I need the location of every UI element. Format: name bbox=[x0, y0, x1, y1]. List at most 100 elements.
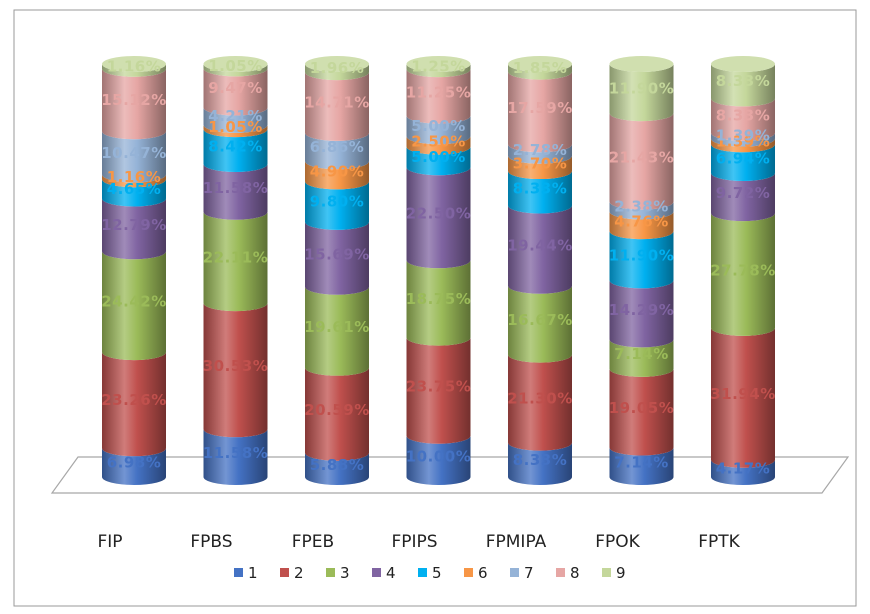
bar-segment-FPOK-2 bbox=[609, 368, 674, 456]
bar-top-FPTK bbox=[711, 56, 775, 72]
legend-swatch-4 bbox=[372, 568, 381, 577]
data-label-FPIPS-2: 23.75% bbox=[406, 378, 471, 396]
category-label-FPTK: FPTK bbox=[698, 532, 740, 552]
data-label-FIP-2: 23.26% bbox=[101, 391, 166, 409]
data-label-FPIPS-8: 11.25% bbox=[406, 83, 471, 101]
data-label-FPEB-3: 19.61% bbox=[304, 318, 369, 336]
bar-segment-FIP-7 bbox=[102, 131, 166, 183]
data-label-FPIPS-7: 5.00% bbox=[411, 117, 466, 135]
bar-segment-FPEB-3 bbox=[305, 286, 369, 376]
legend-swatch-2 bbox=[280, 568, 289, 577]
data-label-FPTK-7: 1.39% bbox=[716, 127, 771, 145]
data-label-FPBS-6: 1.05% bbox=[208, 118, 263, 136]
bar-segment-FPTK-7 bbox=[711, 132, 775, 147]
bar-segment-FPMIPA-1 bbox=[508, 442, 572, 485]
data-label-FIP-8: 15.12% bbox=[101, 91, 166, 109]
bar-segment-FPBS-8 bbox=[203, 68, 268, 116]
data-label-FPMIPA-2: 21.30% bbox=[507, 390, 572, 408]
bar-segment-FPEB-7 bbox=[305, 132, 369, 170]
data-label-FPMIPA-8: 17.59% bbox=[507, 99, 572, 117]
data-label-FPIPS-4: 22.50% bbox=[406, 205, 471, 223]
legend-label-3: 3 bbox=[340, 564, 350, 582]
bar-segment-FPMIPA-5 bbox=[508, 171, 572, 214]
legend: 1 2 3 4 5 6 7 8 9 bbox=[234, 564, 626, 582]
bar-segment-FPOK-1 bbox=[609, 447, 674, 485]
legend-label-8: 8 bbox=[570, 564, 580, 582]
bar-segment-FPTK-6 bbox=[711, 138, 775, 153]
bar-segment-FIP-8 bbox=[102, 68, 166, 140]
bar-segment-FPTK-3 bbox=[711, 213, 775, 336]
bar-segment-FPMIPA-8 bbox=[508, 71, 572, 153]
bar-segment-FPBS-7 bbox=[203, 107, 268, 133]
bar-segment-FPBS-9 bbox=[203, 64, 268, 77]
bar-segment-FPTK-1 bbox=[711, 459, 775, 485]
data-label-FPMIPA-5: 8.33% bbox=[513, 179, 568, 197]
data-label-FPBS-3: 22.11% bbox=[203, 248, 268, 266]
legend-label-5: 5 bbox=[432, 564, 442, 582]
data-label-FPIPS-5: 5.00% bbox=[411, 148, 466, 166]
data-label-FPOK-7: 2.38% bbox=[614, 198, 669, 216]
legend-label-4: 4 bbox=[386, 564, 396, 582]
category-axis-labels: FIP FPBS FPEB FPIPS FPMIPA FPOK FPTK bbox=[97, 532, 740, 552]
data-label-FPEB-7: 6.86% bbox=[310, 138, 365, 156]
bar-segment-FPMIPA-3 bbox=[508, 285, 572, 363]
data-label-FIP-3: 24.42% bbox=[101, 293, 166, 311]
category-label-FPEB: FPEB bbox=[292, 532, 334, 552]
legend-label-1: 1 bbox=[248, 564, 258, 582]
data-label-FPTK-2: 31.94% bbox=[710, 385, 775, 403]
bar-top-FIP bbox=[102, 56, 166, 72]
legend-swatch-9 bbox=[602, 568, 611, 577]
bar-segment-FPOK-6 bbox=[609, 211, 674, 240]
data-label-FPOK-6: 4.76% bbox=[614, 212, 669, 230]
bar-top-FPIPS bbox=[406, 56, 471, 72]
data-label-FPIPS-6: 2.50% bbox=[411, 132, 466, 150]
data-label-FPBS-8: 9.47% bbox=[208, 79, 263, 97]
bar-segment-FPOK-4 bbox=[609, 280, 674, 348]
bar-segment-FIP-2 bbox=[102, 352, 166, 457]
bar-segment-FPIPS-7 bbox=[406, 115, 471, 145]
cylinder-group bbox=[102, 56, 775, 485]
bar-segment-FPEB-1 bbox=[305, 452, 369, 485]
legend-label-2: 2 bbox=[294, 564, 304, 582]
data-label-FPEB-8: 14.71% bbox=[304, 93, 369, 111]
data-label-FPIPS-3: 18.75% bbox=[406, 290, 471, 308]
legend-swatch-5 bbox=[418, 568, 427, 577]
data-label-FIP-9: 1.16% bbox=[107, 57, 162, 75]
bar-segment-FPTK-2 bbox=[711, 327, 775, 468]
data-label-FPOK-3: 7.14% bbox=[614, 345, 669, 363]
legend-swatch-3 bbox=[326, 568, 335, 577]
data-label-FPTK-4: 9.72% bbox=[716, 184, 771, 202]
data-label-FPEB-9: 1.96% bbox=[310, 59, 365, 77]
bar-segment-FPIPS-3 bbox=[406, 260, 471, 346]
bar-segment-FPMIPA-7 bbox=[508, 144, 572, 164]
data-label-FPTK-8: 8.33% bbox=[716, 107, 771, 125]
data-label-FPTK-5: 6.94% bbox=[716, 150, 771, 168]
data-label-FPMIPA-9: 1.85% bbox=[513, 59, 568, 77]
data-label-FPBS-1: 11.58% bbox=[203, 444, 268, 462]
bar-segment-FPMIPA-9 bbox=[508, 64, 572, 80]
legend-label-9: 9 bbox=[616, 564, 626, 582]
bar-segment-FPBS-4 bbox=[203, 163, 268, 220]
legend-swatch-6 bbox=[464, 568, 473, 577]
bar-segment-FIP-1 bbox=[102, 448, 166, 485]
data-label-FPOK-5: 11.90% bbox=[609, 247, 674, 265]
data-label-FPEB-5: 9.80% bbox=[310, 193, 365, 211]
bar-segment-FPOK-7 bbox=[609, 201, 674, 220]
legend-swatch-7 bbox=[510, 568, 519, 577]
bar-segment-FPBS-5 bbox=[203, 129, 268, 172]
bar-segment-FPMIPA-4 bbox=[508, 205, 572, 294]
bar-segment-FIP-9 bbox=[102, 64, 166, 77]
bar-segment-FPEB-6 bbox=[305, 161, 369, 190]
data-label-FPMIPA-3: 16.67% bbox=[507, 311, 572, 329]
data-label-FIP-4: 12.79% bbox=[101, 216, 166, 234]
bar-segment-FPBS-1 bbox=[203, 429, 268, 485]
legend-label-7: 7 bbox=[524, 564, 534, 582]
bar-segment-FPIPS-8 bbox=[406, 69, 471, 124]
legend-swatch-1 bbox=[234, 568, 243, 577]
bar-segment-FPOK-8 bbox=[609, 113, 674, 210]
data-label-FPMIPA-6: 3.70% bbox=[513, 154, 568, 172]
data-label-FPBS-5: 8.42% bbox=[208, 138, 263, 156]
data-label-FPBS-4: 11.58% bbox=[203, 179, 268, 197]
legend-swatch-8 bbox=[556, 568, 565, 577]
